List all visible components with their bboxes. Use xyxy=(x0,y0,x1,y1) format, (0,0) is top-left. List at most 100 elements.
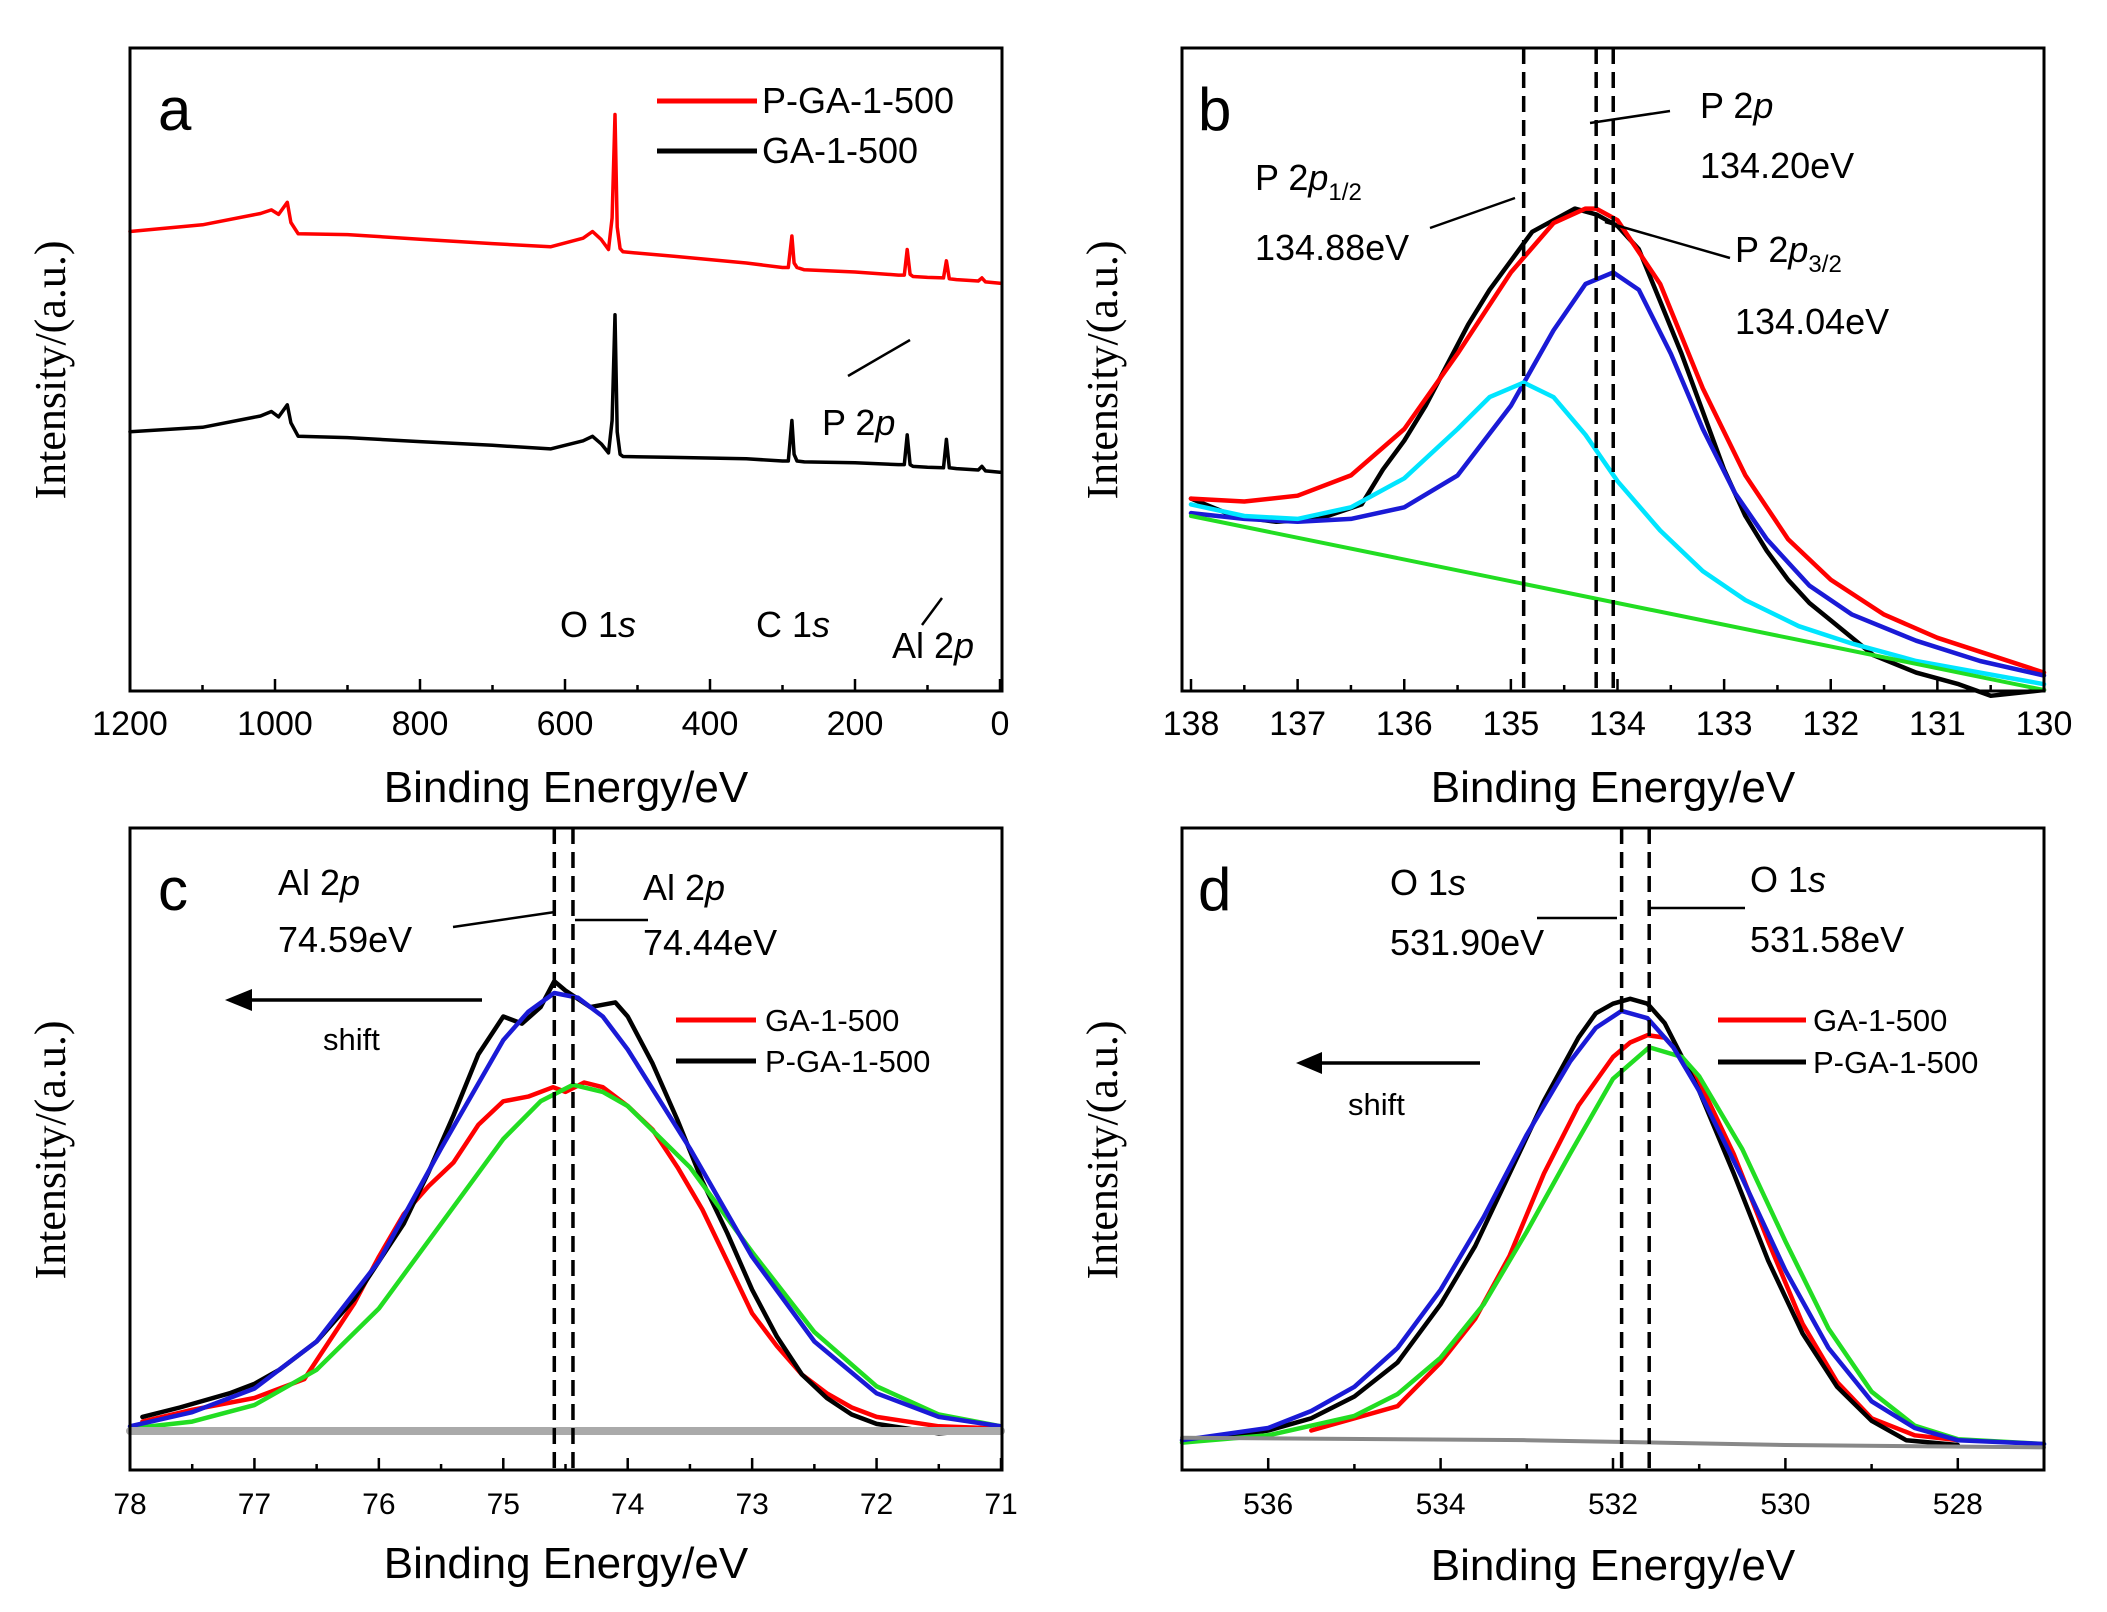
curves-c xyxy=(126,978,1005,1436)
leader-a-al2p xyxy=(920,597,944,626)
curves-a xyxy=(128,112,1002,475)
x-tick-label-d-530: 530 xyxy=(1760,1488,1810,1521)
leader-b-p2p12 xyxy=(1429,196,1516,230)
x-tick-label-b-133: 133 xyxy=(1696,705,1753,743)
legend-c: GA-1-500 P-GA-1-500 xyxy=(676,1003,930,1079)
plot-frame-b xyxy=(1180,46,2046,693)
series-d-background xyxy=(1180,1435,2046,1450)
x-tick-label-c-73: 73 xyxy=(735,1488,768,1521)
annotation-a-o1s: O 1s xyxy=(560,604,636,645)
x-tick-label-a-0: 0 xyxy=(991,705,1010,743)
x-tick-label-c-78: 78 xyxy=(113,1488,146,1521)
series-b-raw-spectrum xyxy=(1188,206,2047,699)
x-tick-label-b-135: 135 xyxy=(1483,705,1540,743)
x-tick-label-c-77: 77 xyxy=(238,1488,271,1521)
legend-label-ga-1-500: GA-1-500 xyxy=(762,130,918,171)
x-tick-label-c-75: 75 xyxy=(487,1488,520,1521)
x-tick-label-a-600: 600 xyxy=(537,705,594,743)
x-tick-label-b-136: 136 xyxy=(1376,705,1433,743)
x-tick-label-c-76: 76 xyxy=(362,1488,395,1521)
y-axis-label-d: Intensity/(a.u.) xyxy=(1078,1020,1127,1279)
annotation-b-p2p32: P 2p3/2 xyxy=(1735,229,1842,278)
x-axis-label-b: Binding Energy/eV xyxy=(1431,763,1796,812)
annotation-c-shift: shift xyxy=(323,1022,380,1057)
y-axis-label-b: Intensity/(a.u.) xyxy=(1078,240,1127,499)
x-tick-label-b-132: 132 xyxy=(1802,705,1859,743)
annotation-a-p2p: P 2p xyxy=(822,402,895,443)
panel-a: 1200 1000 800 600 400 200 0 a Binding Energy/e… xyxy=(26,46,1010,812)
annotation-b-134-04: 134.04eV xyxy=(1735,301,1889,342)
series-c-p-ga-1-500-fit xyxy=(127,990,1004,1429)
series-b-background xyxy=(1189,514,2046,692)
annotation-c-74-44: 74.44eV xyxy=(643,922,777,963)
series-c-ga-1-500-fit xyxy=(127,1082,1004,1431)
x-tick-label-a-200: 200 xyxy=(827,705,884,743)
panel-letter-d: d xyxy=(1198,856,1231,923)
series-b-p-2p3-2-component xyxy=(1188,270,2047,678)
legend-label-c-ga-1-500: GA-1-500 xyxy=(765,1003,899,1038)
x-tick-label-b-134: 134 xyxy=(1589,705,1646,743)
annotation-d-531-58: 531.58eV xyxy=(1750,919,1904,960)
annotation-d-shift: shift xyxy=(1348,1087,1405,1122)
vlines-c xyxy=(552,828,575,1470)
annotation-a-c1s: C 1s xyxy=(756,604,830,645)
annotation-b-p2p12: P 2p1/2 xyxy=(1255,157,1362,206)
x-tick-label-d-536: 536 xyxy=(1243,1488,1293,1521)
legend-label-d-p-ga-1-500: P-GA-1-500 xyxy=(1813,1045,1978,1080)
legend-a: P-GA-1-500 GA-1-500 xyxy=(657,80,954,171)
x-tick-label-c-72: 72 xyxy=(860,1488,893,1521)
shift-arrowhead-c xyxy=(225,989,252,1011)
leader-c-left xyxy=(452,910,556,929)
panel-d: 536 534 532 530 528 d Binding Energy/eV Inte… xyxy=(1078,826,2047,1590)
panel-letter-b: b xyxy=(1198,76,1231,143)
legend-label-p-ga-1-500: P-GA-1-500 xyxy=(762,80,954,121)
x-axis-label-c: Binding Energy/eV xyxy=(384,1539,749,1588)
x-tick-label-c-74: 74 xyxy=(611,1488,644,1521)
x-tick-label-a-800: 800 xyxy=(392,705,449,743)
plot-frame-c xyxy=(128,826,1004,1472)
annotation-c-al2p-left: Al 2p xyxy=(278,862,360,903)
series-b-envelope-fit xyxy=(1188,206,2047,675)
panel-letter-c: c xyxy=(158,856,188,923)
vlines-d xyxy=(1619,828,1651,1470)
x-tick-label-a-1000: 1000 xyxy=(237,705,313,743)
x-tick-label-b-137: 137 xyxy=(1269,705,1326,743)
annotation-a-al2p: Al 2p xyxy=(892,625,974,666)
x-tick-label-d-534: 534 xyxy=(1416,1488,1466,1521)
leader-b-p2p xyxy=(1589,109,1671,125)
x-tick-label-a-1200: 1200 xyxy=(92,705,168,743)
curves-b xyxy=(1188,206,2047,699)
annotation-b-134-88: 134.88eV xyxy=(1255,227,1409,268)
annotation-b-p2p: P 2p xyxy=(1700,85,1773,126)
vlines-b xyxy=(1521,48,1615,691)
series-d-ga-1-500-fit xyxy=(1179,1045,2047,1447)
series-a-ga-1-500 xyxy=(128,313,1002,475)
annotation-d-o1s-left: O 1s xyxy=(1390,862,1466,903)
x-tick-label-b-138: 138 xyxy=(1163,705,1220,743)
legend-label-d-ga-1-500: GA-1-500 xyxy=(1813,1003,1947,1038)
panel-c: 78 77 76 75 74 73 72 71 c Binding Energy/eV Int… xyxy=(26,826,1018,1588)
x-tick-label-d-532: 532 xyxy=(1588,1488,1638,1521)
panel-letter-a: a xyxy=(158,76,192,143)
series-b-p-2p1-2-component xyxy=(1188,380,2047,687)
annotation-c-74-59: 74.59eV xyxy=(278,919,412,960)
shift-arrowhead-d xyxy=(1296,1052,1322,1074)
x-tick-label-a-400: 400 xyxy=(682,705,739,743)
annotation-c-al2p-right: Al 2p xyxy=(643,867,725,908)
x-tick-label-b-130: 130 xyxy=(2016,705,2073,743)
annotation-d-531-90: 531.90eV xyxy=(1390,922,1544,963)
plot-frame-d xyxy=(1180,826,2046,1472)
x-tick-label-d-528: 528 xyxy=(1933,1488,1983,1521)
x-tick-label-b-131: 131 xyxy=(1909,705,1966,743)
legend-d: GA-1-500 P-GA-1-500 xyxy=(1718,1003,1978,1080)
x-tick-label-c-71: 71 xyxy=(984,1488,1017,1521)
legend-label-c-p-ga-1-500: P-GA-1-500 xyxy=(765,1044,930,1079)
x-axis-label-d: Binding Energy/eV xyxy=(1431,1541,1796,1590)
x-ticks-b: 138 137 136 135 134 133 132 131 130 xyxy=(1163,679,2073,743)
leader-b-p2p32 xyxy=(1604,220,1731,260)
panel-b: 138 137 136 135 134 133 132 131 130 b Binding En… xyxy=(1078,46,2073,812)
y-axis-label-a: Intensity/(a.u.) xyxy=(26,240,75,499)
x-ticks-c: 78 77 76 75 74 73 72 71 xyxy=(113,1458,1018,1521)
x-ticks-d: 536 534 532 530 528 xyxy=(1243,1458,1983,1521)
